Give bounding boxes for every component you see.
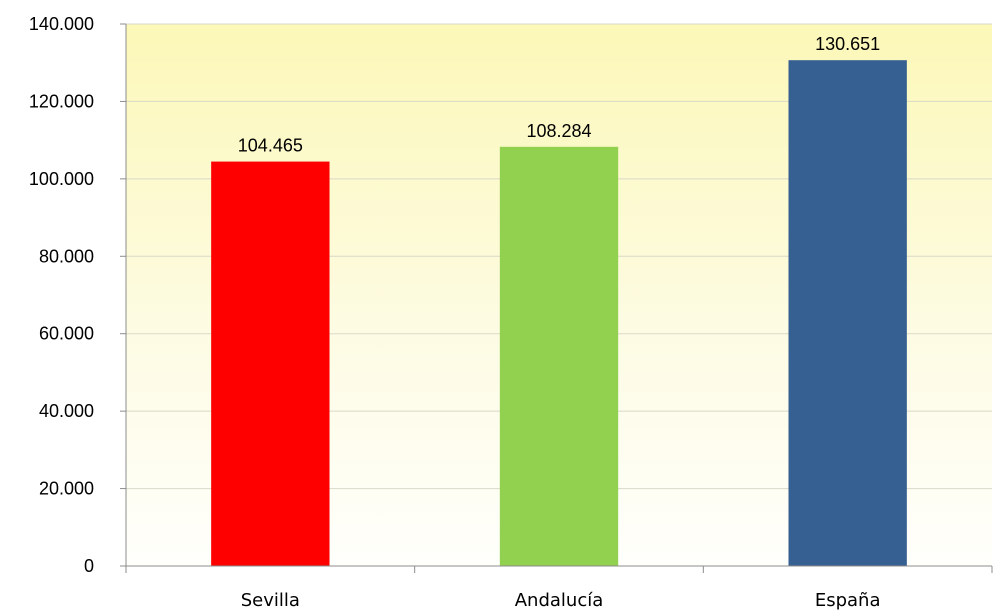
y-tick-label: 60.000 xyxy=(39,324,94,344)
y-tick-label: 0 xyxy=(84,556,94,576)
y-tick-label: 20.000 xyxy=(39,479,94,499)
y-tick-label: 40.000 xyxy=(39,401,94,421)
bars: 104.465 108.284 130.651 xyxy=(211,34,907,567)
bar-3 xyxy=(788,60,907,567)
y-tick-label: 100.000 xyxy=(29,169,94,189)
x-category-label: Andalucía xyxy=(515,590,604,611)
y-tick-label: 80.000 xyxy=(39,246,94,266)
x-axis: Sevilla Andalucía España xyxy=(125,565,993,611)
y-axis: 0 20.000 40.000 60.000 80.000 100.000 120.000 1… xyxy=(29,14,127,576)
x-category-label: España xyxy=(815,590,881,611)
x-category-label: Sevilla xyxy=(241,590,300,611)
data-label: 108.284 xyxy=(526,121,591,141)
y-tick-label: 120.000 xyxy=(29,91,94,111)
bar-1 xyxy=(211,161,330,566)
data-label: 130.651 xyxy=(815,34,880,54)
bar-2 xyxy=(499,146,619,566)
data-label: 104.465 xyxy=(238,136,303,156)
y-tick-label: 140.000 xyxy=(29,14,94,34)
